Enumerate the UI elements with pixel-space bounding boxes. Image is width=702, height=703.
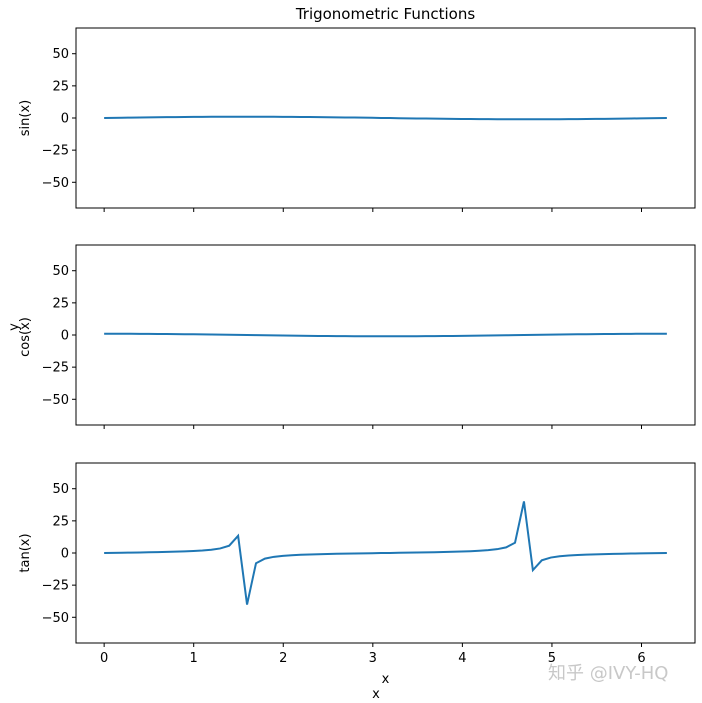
y-tick-label-tan-4: −50 [42,611,69,626]
y-axis-label-tan: tan(x) [18,533,33,572]
series-line-cos [104,332,667,338]
chart-title: Trigonometric Functions [295,5,476,23]
y-tick-label-tan-3: −25 [42,579,69,594]
x-tick-label-3: 3 [369,651,377,666]
axes-frame-sin [75,27,696,209]
shared-x-label: x [372,687,380,702]
shared-y-label: y [7,323,22,331]
y-tick-label-cos-4: −50 [42,393,69,408]
subplot-tan: 50 25 0 −25 −50 0 1 2 3 4 5 6 tan(x) x [18,462,696,687]
y-tick-label-cos-3: −25 [42,361,69,376]
axes-frame-tan [75,462,696,644]
y-axis-label-cos: cos(x) [18,317,33,357]
y-tick-label-sin-0: 50 [52,47,69,62]
x-tick-label-2: 2 [279,651,287,666]
x-tick-label-4: 4 [458,651,466,666]
subplot-sin: 50 25 0 −25 −50 sin(x) [18,27,696,212]
y-tick-label-cos-0: 50 [52,264,69,279]
series-line-sin [104,115,667,121]
y-tick-label-sin-4: −50 [42,176,69,191]
y-tick-label-sin-2: 0 [61,112,69,127]
x-ticks-tan: 0 1 2 3 4 5 6 [100,643,646,666]
y-ticks-cos: 50 25 0 −25 −50 [42,264,76,408]
x-axis-label-bottom-subplot: x [382,672,390,687]
y-tick-label-sin-3: −25 [42,144,69,159]
y-tick-label-sin-1: 25 [52,79,69,94]
x-tick-label-5: 5 [548,651,556,666]
axes-frame-cos [75,244,696,426]
y-ticks-tan: 50 25 0 −25 −50 [42,482,76,626]
y-tick-label-tan-0: 50 [52,482,69,497]
x-ticks-sin [103,208,643,212]
y-axis-label-sin: sin(x) [18,100,33,136]
x-tick-label-0: 0 [100,651,108,666]
y-tick-label-cos-2: 0 [61,329,69,344]
y-ticks-sin: 50 25 0 −25 −50 [42,47,76,191]
y-tick-label-tan-2: 0 [61,547,69,562]
x-tick-label-1: 1 [190,651,198,666]
y-tick-label-cos-1: 25 [52,296,69,311]
x-tick-label-6: 6 [637,651,645,666]
watermark: 知乎 @IVY-HQ [548,663,668,684]
y-tick-label-tan-1: 25 [52,514,69,529]
x-ticks-cos [103,425,643,429]
subplot-cos: 50 25 0 −25 −50 cos(x) [18,244,696,429]
series-line-tan [104,501,667,605]
